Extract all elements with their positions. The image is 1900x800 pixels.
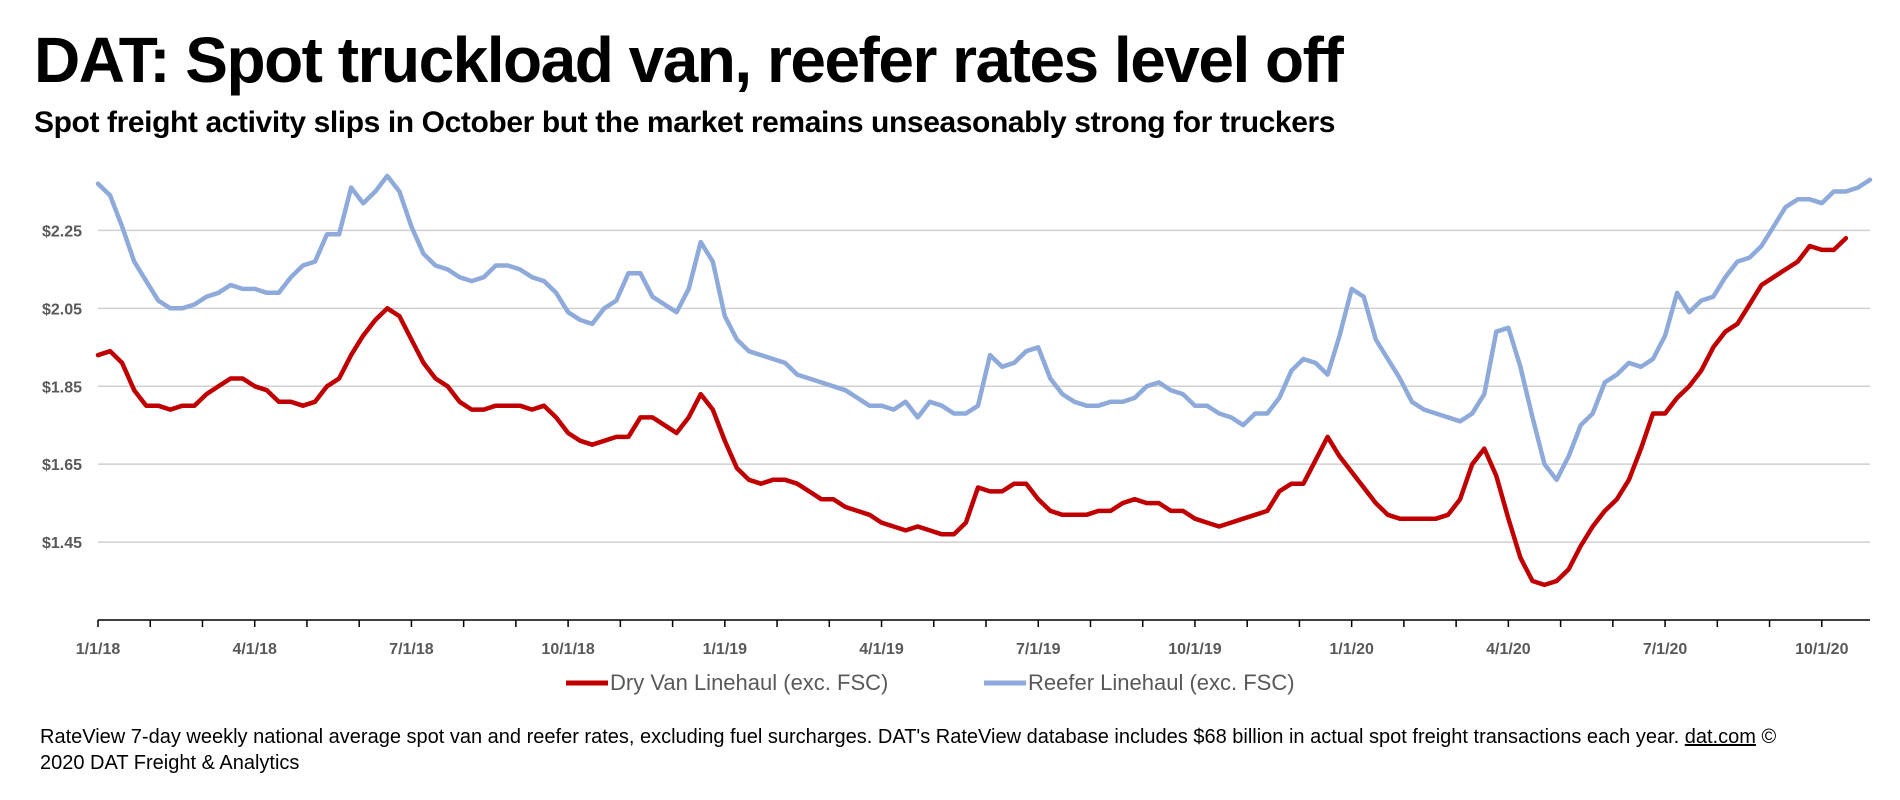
footnote: RateView 7-day weekly national average s… — [40, 724, 1820, 776]
y-axis-ticks: $1.45 $1.65 $1.85 $2.05 $2.25 — [42, 223, 82, 552]
x-tick-label: 7/1/18 — [389, 641, 434, 658]
legend-reefer: Reefer Linehaul (exc. FSC) — [984, 670, 1295, 695]
legend: Dry Van Linehaul (exc. FSC) Reefer Lineha… — [566, 670, 1295, 695]
x-tick-label: 4/1/18 — [232, 641, 277, 658]
footnote-copyright: © 2020 DAT Freight & Analytics — [40, 726, 1777, 774]
reefer-line — [95, 173, 1873, 483]
legend-dry-van: Dry Van Linehaul (exc. FSC) — [566, 670, 888, 695]
legend-label: Reefer Linehaul (exc. FSC) — [1028, 670, 1295, 695]
x-tick-label: 1/1/18 — [76, 641, 121, 658]
legend-label: Dry Van Linehaul (exc. FSC) — [610, 670, 888, 695]
footnote-text: RateView 7-day weekly national average s… — [40, 726, 1680, 748]
y-tick-label: $1.65 — [42, 457, 82, 474]
chart-subtitle: Spot freight activity slips in October b… — [34, 106, 1336, 139]
x-tick-label: 10/1/18 — [541, 641, 594, 658]
x-tick-label: 1/1/19 — [703, 641, 748, 658]
chart-title: DAT: Spot truckload van, reefer rates le… — [34, 24, 1344, 96]
x-tick-label: 7/1/19 — [1016, 641, 1061, 658]
y-tick-label: $2.05 — [42, 301, 82, 318]
series-lines — [95, 173, 1873, 588]
x-tick-label: 7/1/20 — [1643, 641, 1688, 658]
x-tick-label: 4/1/20 — [1486, 641, 1531, 658]
dry-van-line — [95, 235, 1849, 588]
line-chart: $1.45 $1.65 $1.85 $2.05 $2.25 1/1/18 4/1/18 7/… — [42, 173, 1873, 695]
x-tick-label: 10/1/19 — [1168, 641, 1221, 658]
x-tick-label: 1/1/20 — [1329, 641, 1374, 658]
y-tick-label: $1.45 — [42, 535, 82, 552]
x-tick-label: 4/1/19 — [859, 641, 904, 658]
footnote-link[interactable]: dat.com — [1684, 726, 1756, 748]
y-tick-label: $1.85 — [42, 379, 82, 396]
y-tick-label: $2.25 — [42, 223, 82, 240]
x-axis: 1/1/18 4/1/18 7/1/18 10/1/18 1/1/19 4/1/19 7/1… — [76, 619, 1870, 658]
x-tick-label: 10/1/20 — [1795, 641, 1848, 658]
